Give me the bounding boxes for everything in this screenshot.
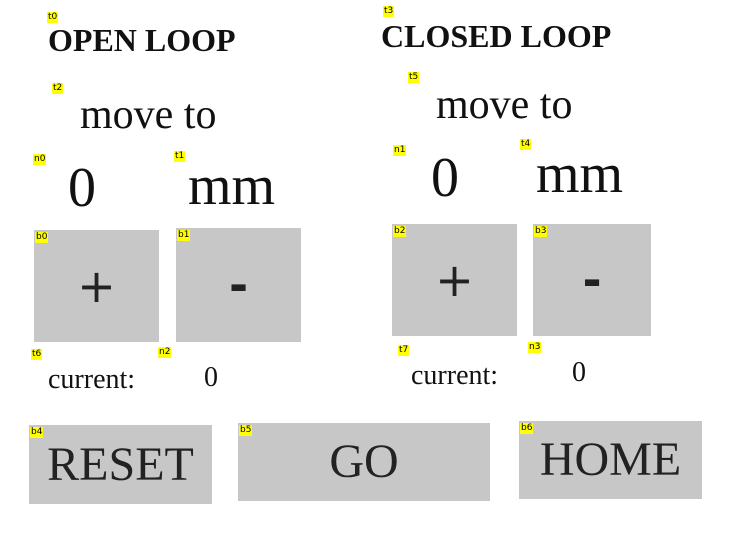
tag-b3: b3 xyxy=(534,226,548,237)
tag-b0: b0 xyxy=(35,232,49,243)
open-loop-current-label: current: xyxy=(48,364,136,395)
plus-icon: + xyxy=(77,259,116,313)
closed-loop-current-label: current: xyxy=(411,360,499,391)
closed-loop-current-value: 0 xyxy=(572,357,586,388)
home-button-label: HOME xyxy=(539,433,682,486)
home-button[interactable]: HOME xyxy=(519,421,702,499)
closed-loop-heading: CLOSED LOOP xyxy=(381,18,612,54)
go-button[interactable]: GO xyxy=(238,423,490,501)
tag-t1: t1 xyxy=(174,151,186,162)
open-loop-heading: OPEN LOOP xyxy=(48,22,236,58)
open-loop-target-value[interactable]: 0 xyxy=(68,157,96,219)
reset-button[interactable]: RESET xyxy=(29,425,212,504)
tag-b2: b2 xyxy=(393,226,407,237)
closed-loop-plus-button[interactable]: + xyxy=(392,224,517,336)
tag-t5: t5 xyxy=(408,72,420,83)
tag-n1: n1 xyxy=(393,145,407,156)
tag-t6: t6 xyxy=(31,349,43,360)
tag-b4: b4 xyxy=(30,427,44,438)
plus-icon: + xyxy=(435,253,474,307)
open-loop-unit-label: mm xyxy=(188,155,276,217)
go-button-label: GO xyxy=(329,435,399,488)
open-loop-current-value: 0 xyxy=(204,362,218,393)
tag-t3: t3 xyxy=(383,6,395,17)
closed-loop-target-value[interactable]: 0 xyxy=(431,147,459,209)
closed-loop-unit-label: mm xyxy=(536,143,624,205)
closed-loop-minus-button[interactable]: - xyxy=(533,224,651,336)
tag-n3: n3 xyxy=(528,342,542,353)
open-loop-minus-button[interactable]: - xyxy=(176,228,301,342)
tag-b1: b1 xyxy=(177,230,191,241)
tag-t0: t0 xyxy=(47,12,59,23)
open-loop-move-label: move to xyxy=(80,92,217,138)
tag-b5: b5 xyxy=(239,425,253,436)
open-loop-plus-button[interactable]: + xyxy=(34,230,159,342)
reset-button-label: RESET xyxy=(47,437,194,491)
minus-icon: - xyxy=(582,253,602,307)
tag-t2: t2 xyxy=(52,83,64,94)
tag-b6: b6 xyxy=(520,423,534,434)
minus-icon: - xyxy=(228,258,249,312)
tag-n2: n2 xyxy=(158,347,172,358)
closed-loop-move-label: move to xyxy=(436,82,573,128)
tag-t4: t4 xyxy=(520,139,532,150)
tag-n0: n0 xyxy=(33,154,47,165)
tag-t7: t7 xyxy=(398,345,410,356)
